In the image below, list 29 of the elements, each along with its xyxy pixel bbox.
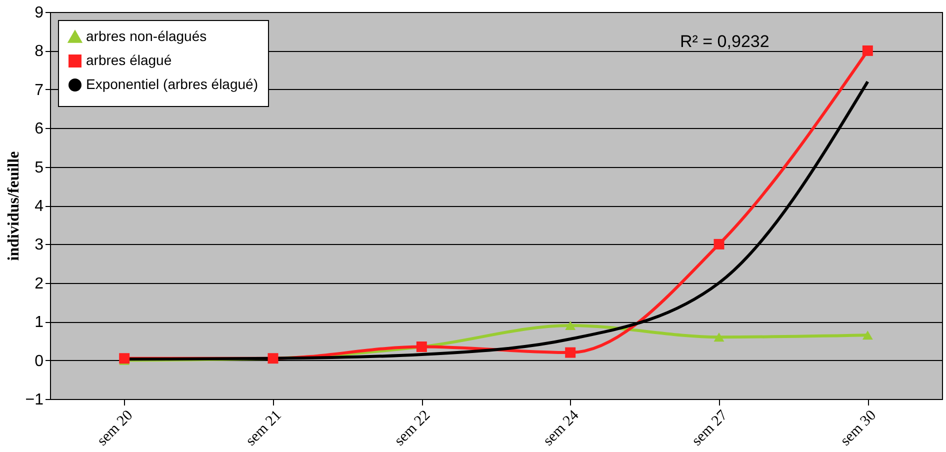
point [862,45,873,56]
y-tick-label: 4 [34,198,44,215]
y-tick-label: 3 [34,236,44,254]
x-tick-label: sem 30 [838,408,880,450]
y-tick-label: 1 [34,314,44,332]
x-tick-label: sem 20 [94,408,136,450]
point [119,353,130,364]
y-tick-label: 2 [34,275,44,292]
y-tick-label: 9 [34,4,44,22]
legend-label: Exponentiel (arbres élagué) [86,76,258,92]
point [714,332,724,342]
point [565,347,576,358]
y-tick-label: 0 [34,352,44,370]
y-tick-label: 6 [34,120,44,138]
y-axis-title: individus/feuille [5,151,22,261]
annotation: R² = 0,9232 [680,32,770,51]
point [714,238,724,250]
y-tick-label: 8 [34,43,44,60]
x-tick-label: sem 27 [689,407,732,450]
point [565,320,576,330]
point [862,330,873,340]
legend-label: arbres non-élagués [86,28,207,44]
legend-label: arbres élagué [86,52,172,68]
x-tick-label: sem 21 [243,408,285,450]
y-tick-label: 7 [34,82,44,99]
y-tick-label: 5 [34,159,44,176]
x-tick-label: sem 22 [392,408,434,450]
y-tick-label: −1 [25,392,44,408]
x-tick-label: sem 24 [540,407,582,450]
